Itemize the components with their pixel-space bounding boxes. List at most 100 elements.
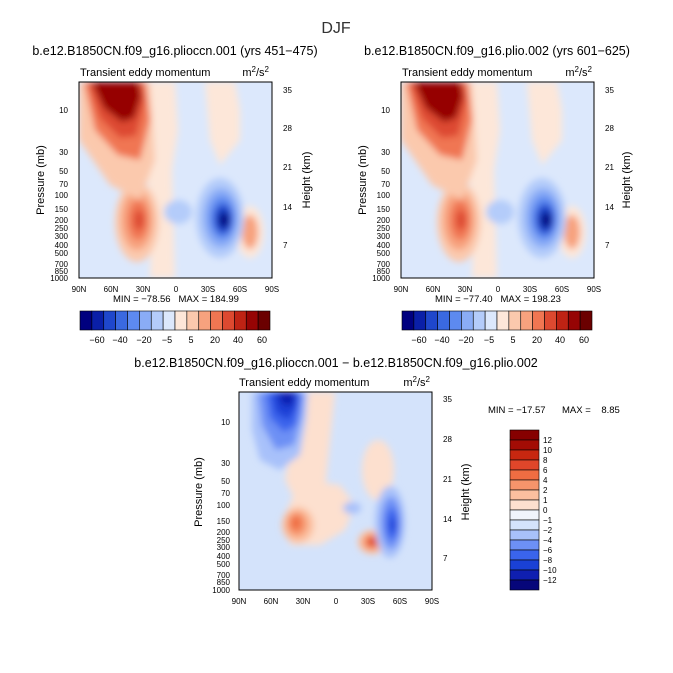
panel-3-ylabel: Pressure (mb): [193, 457, 205, 527]
y-tick: 850: [217, 578, 231, 587]
y-tick: 50: [59, 167, 68, 176]
y-tick: 700: [217, 571, 231, 580]
colorbar-swatch: [425, 310, 438, 331]
panel-3-subtitle: Transient eddy momentum: [239, 377, 369, 389]
colorbar-swatch: [449, 310, 462, 331]
panel-2-ylabel: Pressure (mb): [357, 145, 369, 215]
panel-3-units: m2/s2: [403, 375, 430, 389]
colorbar-swatch: [509, 569, 540, 581]
x-tick: 90S: [425, 597, 439, 606]
x-tick: 60S: [233, 285, 247, 294]
y-tick: 70: [381, 180, 390, 189]
x-tick: 60S: [555, 285, 569, 294]
colorbar-swatch: [508, 310, 522, 331]
y-tick: 70: [221, 489, 230, 498]
y-tick: 10: [221, 418, 230, 427]
y-tick: 850: [377, 267, 391, 276]
panel-1-colorbar-labels: −60 −40 −20 −5 5 20 40 60: [89, 335, 267, 345]
colorbar-swatch: [91, 310, 105, 331]
y2-tick: 14: [605, 203, 614, 212]
colorbar-label: 40: [555, 335, 565, 345]
panel-1-ylabel: Pressure (mb): [35, 145, 47, 215]
figure-title: DJF: [321, 20, 351, 37]
x-tick: 90N: [232, 597, 247, 606]
colorbar-swatch: [115, 310, 128, 331]
colorbar-label: −60: [89, 335, 104, 345]
colorbar-label: −5: [162, 335, 172, 345]
y2-tick: 28: [605, 124, 614, 133]
colorbar-swatch: [556, 310, 569, 331]
colorbar-swatch: [509, 529, 540, 541]
y-tick: 400: [377, 241, 391, 250]
colorbar-label: −20: [458, 335, 473, 345]
y2-tick: 7: [283, 241, 288, 250]
x-tick: 30N: [296, 597, 311, 606]
colorbar-label: −5: [484, 335, 494, 345]
y-tick: 50: [381, 167, 390, 176]
y-tick: 700: [55, 260, 69, 269]
panel-2-x-ticks: 90N 60N 30N 0 30S 60S 90S: [394, 285, 601, 294]
x-tick: 60N: [104, 285, 119, 294]
panel-2-frame: [400, 81, 595, 279]
y-tick: 500: [217, 560, 231, 569]
colorbar-label: −6: [543, 546, 553, 555]
colorbar-swatch: [245, 310, 259, 331]
colorbar-label: 10: [543, 446, 552, 455]
y-tick: 500: [55, 249, 69, 258]
y2-tick: 35: [605, 86, 614, 95]
y-tick: 50: [221, 477, 230, 486]
colorbar-swatch: [162, 310, 176, 331]
colorbar-swatch: [79, 310, 93, 331]
colorbar-swatch: [150, 310, 164, 331]
panel-3-colorbar-labels: 12 10 8 6 4 2 1 0 −1 −2 −4 −6 −8 −10 −12: [543, 436, 557, 585]
colorbar-label: −2: [543, 526, 553, 535]
colorbar-label: 5: [510, 335, 515, 345]
colorbar-swatch: [234, 310, 247, 331]
colorbar-label: 20: [532, 335, 542, 345]
panel-3-y2-ticks: 35 28 21 14 7: [443, 395, 452, 563]
panel-2-subtitle: Transient eddy momentum: [402, 67, 532, 79]
colorbar-swatch: [222, 310, 235, 331]
x-tick: 30S: [523, 285, 537, 294]
colorbar-label: 60: [579, 335, 589, 345]
colorbar-swatch: [509, 439, 540, 451]
y-tick: 100: [217, 501, 231, 510]
panel-3-field: [239, 392, 432, 590]
colorbar-swatch: [509, 469, 540, 481]
x-tick: 30S: [201, 285, 215, 294]
colorbar-swatch: [413, 310, 427, 331]
y2-tick: 7: [443, 554, 448, 563]
colorbar-swatch: [257, 310, 271, 331]
colorbar-label: −8: [543, 556, 553, 565]
panel-1-y-ticks: 10 30 50 70 100 150 200 250 300 400 500 …: [50, 106, 68, 283]
y-tick: 700: [377, 260, 391, 269]
colorbar-swatch: [496, 310, 510, 331]
colorbar-label: 40: [233, 335, 243, 345]
y-tick: 250: [217, 536, 231, 545]
colorbar-swatch: [509, 459, 540, 471]
colorbar-swatch: [437, 310, 450, 331]
colorbar-swatch: [103, 310, 116, 331]
y-tick: 300: [217, 543, 231, 552]
x-tick: 0: [174, 285, 179, 294]
y-tick: 100: [377, 191, 391, 200]
y-tick: 150: [55, 205, 69, 214]
x-tick: 60N: [264, 597, 279, 606]
panel-1-y2label: Height (km): [301, 152, 313, 209]
colorbar-swatch: [139, 310, 152, 331]
y-tick: 30: [221, 459, 230, 468]
x-tick: 90S: [587, 285, 601, 294]
y-tick: 150: [377, 205, 391, 214]
y-tick: 1000: [212, 586, 230, 595]
y-tick: 300: [377, 232, 391, 241]
colorbar-label: 1: [543, 496, 548, 505]
panel-2-colorbar-labels: −60 −40 −20 −5 5 20 40 60: [411, 335, 589, 345]
panel-1-frame: [78, 81, 273, 279]
y-tick: 200: [217, 528, 231, 537]
x-tick: 60S: [393, 597, 407, 606]
colorbar-swatch: [532, 310, 545, 331]
colorbar-label: 5: [188, 335, 193, 345]
x-tick: 90N: [72, 285, 87, 294]
y2-tick: 14: [443, 515, 452, 524]
panel-1-minmax: MIN = −78.56 MAX = 184.99: [113, 294, 239, 305]
